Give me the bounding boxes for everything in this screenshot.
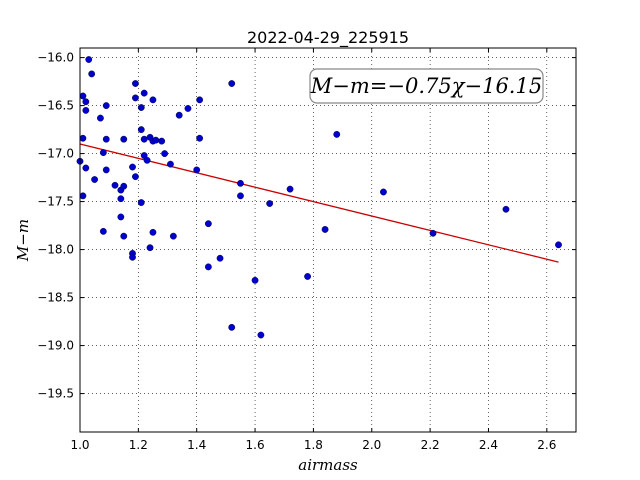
data-point [257, 331, 265, 339]
x-tick-label: 2.0 [362, 438, 381, 452]
annotation-box [309, 68, 544, 104]
data-point [99, 149, 107, 157]
data-point [555, 241, 562, 249]
data-point [380, 188, 387, 196]
y-tick-labels: −16.0 −16.5 −17.0 −17.5 −18.0 −18.5 −19.0 −19.5 [37, 51, 74, 401]
data-point [237, 179, 244, 187]
x-tick-label: 2.4 [479, 438, 498, 452]
data-point [140, 89, 148, 97]
data-point [321, 226, 329, 233]
y-tick-label: −18.5 [37, 291, 74, 305]
data-point [502, 205, 510, 213]
data-point [161, 150, 169, 158]
plot-frame [79, 47, 577, 433]
y-axis-label: M−m [14, 219, 32, 262]
data-point [129, 163, 136, 171]
data-point [117, 195, 125, 203]
x-tick-label: 1.8 [304, 438, 323, 452]
data-point [184, 105, 192, 112]
data-point [91, 176, 98, 183]
data-point [167, 160, 174, 168]
data-point [102, 135, 110, 143]
data-point [152, 136, 160, 144]
data-point [237, 192, 244, 200]
data-point [102, 166, 110, 174]
x-tick-label: 2.6 [537, 438, 556, 452]
annotation-text: M−m=−0.75χ−16.15 [310, 74, 542, 98]
x-tick-labels: 1.0 1.2 1.4 1.6 1.8 2.0 2.2 2.4 2.6 [70, 438, 556, 452]
data-point [333, 130, 341, 138]
y-tick-label: −18.0 [37, 243, 74, 257]
data-point [99, 227, 107, 235]
x-tick-label: 1.4 [187, 438, 206, 452]
data-point [196, 96, 204, 104]
data-point [85, 56, 93, 63]
x-tick-label: 2.2 [421, 438, 440, 452]
data-point [140, 135, 148, 143]
x-tick-label: 1.2 [129, 438, 148, 452]
y-tick-label: −16.5 [37, 99, 74, 113]
data-point [88, 70, 96, 78]
data-point [117, 213, 125, 221]
data-point [204, 220, 212, 228]
data-point [266, 200, 274, 207]
data-point [149, 96, 157, 104]
data-point [228, 323, 236, 331]
grid-lines [79, 48, 576, 432]
y-tick-label: −19.0 [37, 339, 74, 353]
data-point [102, 102, 110, 110]
data-point [97, 114, 104, 122]
data-point [132, 94, 139, 102]
x-tick-label: 1.0 [70, 438, 89, 452]
data-point [137, 104, 145, 111]
data-point [175, 111, 183, 119]
data-point [82, 107, 90, 114]
data-point [196, 134, 204, 142]
data-point [79, 192, 87, 200]
data-point [169, 232, 177, 240]
data-point [82, 164, 90, 172]
data-point [137, 126, 145, 134]
data-point [216, 254, 224, 262]
data-point [304, 273, 311, 280]
data-point [79, 134, 87, 142]
data-point [120, 232, 128, 240]
fit-line [79, 143, 559, 263]
y-tick-label: −17.5 [37, 195, 74, 209]
data-point [228, 80, 236, 87]
data-point [149, 228, 157, 236]
data-point [193, 166, 201, 174]
data-point [146, 244, 154, 252]
data-point [82, 98, 90, 106]
fit-equation-annotation: M−m=−0.75χ−16.15 [309, 68, 544, 104]
data-point [120, 135, 128, 143]
data-points [76, 56, 562, 339]
x-tick-label: 1.6 [246, 438, 265, 452]
axis-ticks [79, 48, 576, 432]
data-point [132, 173, 139, 181]
data-point [129, 253, 136, 261]
data-point [120, 182, 128, 190]
data-point [204, 263, 212, 271]
x-axis-label: airmass [298, 456, 358, 474]
data-point [79, 92, 87, 100]
data-point [137, 199, 145, 206]
data-point [286, 185, 294, 193]
y-tick-label: −16.0 [37, 51, 74, 65]
data-point [111, 181, 119, 189]
chart-title: 2022-04-29_225915 [247, 28, 409, 48]
data-point [132, 80, 139, 87]
data-point [251, 276, 259, 284]
data-point [158, 137, 166, 145]
data-point [143, 156, 151, 164]
y-tick-label: −19.5 [37, 387, 74, 401]
data-point [429, 229, 437, 237]
y-tick-label: −17.0 [37, 147, 74, 161]
fit-line-group [79, 143, 559, 263]
